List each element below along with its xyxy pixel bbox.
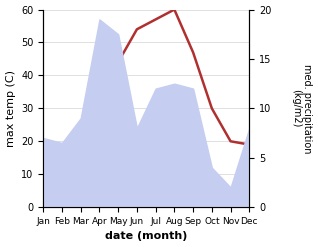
Y-axis label: med. precipitation
(kg/m2): med. precipitation (kg/m2) xyxy=(291,64,313,153)
X-axis label: date (month): date (month) xyxy=(105,231,187,242)
Y-axis label: max temp (C): max temp (C) xyxy=(5,70,16,147)
